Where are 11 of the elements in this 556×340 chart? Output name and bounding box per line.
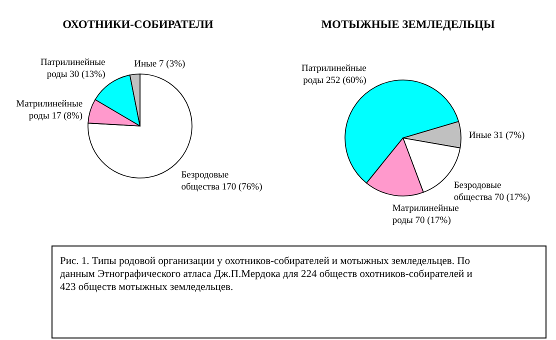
slice-label: Патрилинейные роды 252 (60%) [301, 64, 366, 86]
slice-label: Патрилинейные роды 30 (13%) [40, 58, 106, 80]
slice-label: Безродовые общества 70 (17%) [454, 181, 530, 204]
slice-label: Иные 31 (7%) [468, 131, 525, 142]
slice-label: Матрилинейные роды 17 (8%) [16, 100, 83, 122]
chart-title: МОТЫЖНЫЕ ЗЕМЛЕДЕЛЬЦЫ [321, 19, 496, 31]
slice-label: Матрилинейные роды 70 (17%) [392, 204, 459, 226]
slice-label: Иные 7 (3%) [134, 59, 186, 70]
text: Рис. 1. Типы родовой организации у охотников-собирателей и мотыжных земледельцев. По данным Этнографического атласа Дж.П.Мердока для 224 обществ охотников-собирателей и 423 обществ мотыжных земледельцев. [60, 256, 473, 293]
chart-title: ОХОТНИКИ-СОБИРАТЕЛИ [62, 19, 214, 31]
slice-label: Безродовые общества 170 (76%) [181, 170, 262, 193]
